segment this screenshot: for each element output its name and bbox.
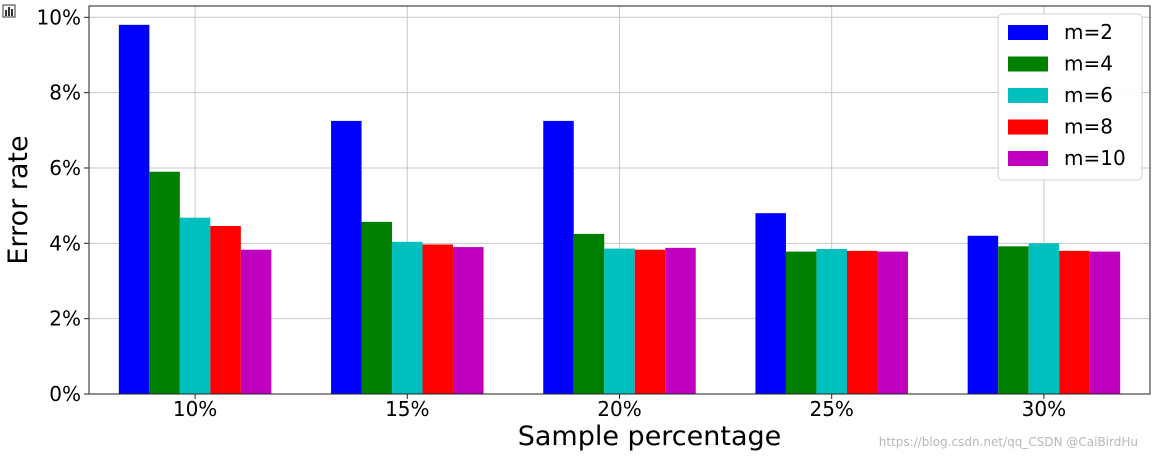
y-axis-label: Error rate bbox=[3, 135, 34, 264]
bar-m8-2 bbox=[422, 244, 454, 394]
bar-m4-1 bbox=[149, 171, 180, 394]
x-axis-label: Sample percentage bbox=[518, 421, 782, 452]
chart-icon bbox=[2, 4, 16, 18]
y-tick-label: 10% bbox=[37, 5, 81, 29]
legend-swatch-m2 bbox=[1008, 25, 1048, 40]
bar-m2-2 bbox=[331, 120, 362, 395]
bar-m8-4 bbox=[846, 250, 878, 394]
bar-m2-5 bbox=[967, 235, 999, 394]
legend-label-m10: m=10 bbox=[1064, 146, 1126, 170]
bar-m6-5 bbox=[1028, 243, 1060, 394]
bar-m4-2 bbox=[361, 221, 393, 394]
y-tick-label: 4% bbox=[49, 231, 81, 255]
bar-m6-1 bbox=[179, 217, 211, 394]
bar-m2-1 bbox=[118, 24, 150, 394]
legend-swatch-m6 bbox=[1008, 88, 1048, 103]
bar-m10-5 bbox=[1089, 251, 1121, 394]
legend-label-m8: m=8 bbox=[1064, 115, 1113, 139]
bar-m2-3 bbox=[543, 120, 574, 395]
bar-m4-4 bbox=[785, 251, 817, 394]
bar-m8-3 bbox=[634, 249, 666, 394]
bar-m2-4 bbox=[755, 213, 786, 394]
legend-label-m6: m=6 bbox=[1064, 83, 1113, 107]
bar-m6-3 bbox=[604, 248, 635, 394]
y-tick-label: 0% bbox=[49, 382, 81, 406]
bar-m10-2 bbox=[453, 247, 484, 394]
x-tick-label: 10% bbox=[173, 397, 217, 421]
legend-swatch-m10 bbox=[1008, 151, 1048, 166]
bar-m10-4 bbox=[877, 251, 908, 394]
x-tick-label: 25% bbox=[809, 397, 853, 421]
y-tick-label: 6% bbox=[49, 156, 81, 180]
y-tick-label: 2% bbox=[49, 307, 81, 331]
legend-swatch-m4 bbox=[1008, 56, 1048, 72]
bar-m10-1 bbox=[240, 249, 272, 394]
bar-m6-2 bbox=[392, 241, 423, 394]
x-tick-label: 15% bbox=[385, 397, 429, 421]
bar-m8-1 bbox=[210, 225, 241, 394]
bar-m8-5 bbox=[1059, 250, 1090, 394]
bar-m10-3 bbox=[665, 247, 696, 394]
bar-m4-3 bbox=[573, 233, 605, 394]
legend-swatch-m8 bbox=[1008, 119, 1048, 135]
legend-box bbox=[997, 13, 1143, 181]
x-tick-label: 20% bbox=[597, 397, 641, 421]
legend-label-m2: m=2 bbox=[1064, 20, 1113, 44]
watermark-text: https://blog.csdn.net/qq_CSDN @CaiBirdHu bbox=[878, 435, 1138, 449]
x-tick-label: 30% bbox=[1022, 397, 1066, 421]
bar-m6-4 bbox=[816, 248, 847, 394]
bar-m4-5 bbox=[998, 246, 1029, 394]
y-tick-label: 8% bbox=[49, 81, 81, 105]
legend-label-m4: m=4 bbox=[1064, 52, 1113, 76]
